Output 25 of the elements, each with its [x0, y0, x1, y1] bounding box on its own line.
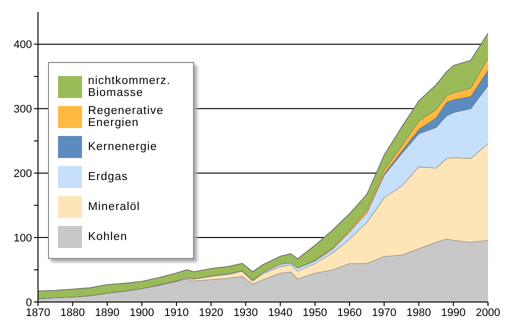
- x-tick-label: 1880: [60, 306, 85, 319]
- legend-label: Erdgas: [88, 171, 128, 183]
- x-tick-label: 1940: [268, 306, 293, 319]
- x-tick-label: 1960: [337, 306, 362, 319]
- y-tick-label: 400: [14, 39, 32, 52]
- x-tick-label: 1870: [26, 306, 50, 319]
- legend-label: Kohlen: [88, 231, 128, 243]
- x-tick-label: 1920: [198, 306, 224, 319]
- legend-label: Mineralöl: [88, 201, 140, 213]
- x-tick-label: 1910: [164, 306, 189, 319]
- y-tick-label: 0: [26, 296, 32, 309]
- y-tick-label: 200: [14, 168, 32, 180]
- legend-label: Regenerative Energien: [88, 105, 165, 129]
- x-tick-label: 1990: [441, 306, 466, 319]
- x-tick-label: 1930: [233, 306, 258, 319]
- legend-label: Kernenergie: [88, 141, 158, 153]
- x-tick-label: 1950: [302, 306, 328, 319]
- legend-label: nichtkommerz. Biomasse: [88, 75, 172, 99]
- y-tick-label: 100: [14, 232, 32, 244]
- x-tick-label: 1980: [406, 306, 432, 319]
- x-tick-label: 2000: [476, 306, 500, 319]
- x-tick-label: 1900: [130, 306, 154, 319]
- y-tick-label: 300: [14, 104, 32, 116]
- x-tick-label: 1970: [372, 306, 396, 319]
- x-tick-label: 1890: [94, 306, 120, 319]
